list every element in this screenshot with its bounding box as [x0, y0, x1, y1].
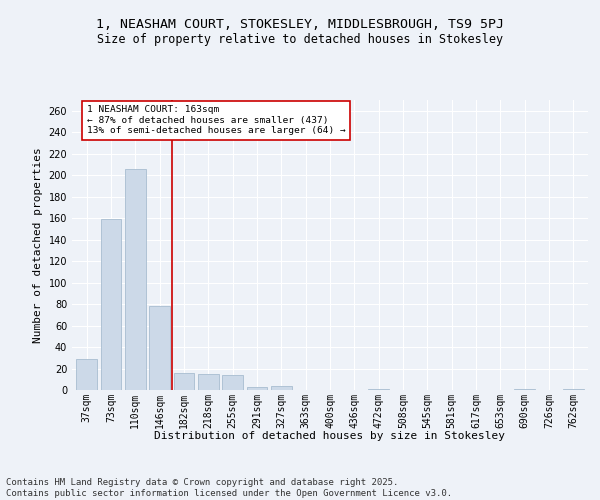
Text: Size of property relative to detached houses in Stokesley: Size of property relative to detached ho…	[97, 32, 503, 46]
Bar	[271, 386, 292, 390]
Bar	[101, 219, 121, 390]
Bar	[563, 389, 584, 390]
Bar	[76, 359, 97, 390]
Bar	[222, 375, 243, 390]
Y-axis label: Number of detached properties: Number of detached properties	[33, 147, 43, 343]
Bar	[173, 373, 194, 390]
Bar	[368, 389, 389, 390]
Bar	[149, 306, 170, 390]
X-axis label: Distribution of detached houses by size in Stokesley: Distribution of detached houses by size …	[155, 431, 505, 441]
Bar	[247, 387, 268, 390]
Bar	[514, 389, 535, 390]
Bar	[125, 168, 146, 390]
Bar	[198, 374, 218, 390]
Text: Contains HM Land Registry data © Crown copyright and database right 2025.
Contai: Contains HM Land Registry data © Crown c…	[6, 478, 452, 498]
Text: 1, NEASHAM COURT, STOKESLEY, MIDDLESBROUGH, TS9 5PJ: 1, NEASHAM COURT, STOKESLEY, MIDDLESBROU…	[96, 18, 504, 30]
Text: 1 NEASHAM COURT: 163sqm
← 87% of detached houses are smaller (437)
13% of semi-d: 1 NEASHAM COURT: 163sqm ← 87% of detache…	[86, 106, 346, 135]
